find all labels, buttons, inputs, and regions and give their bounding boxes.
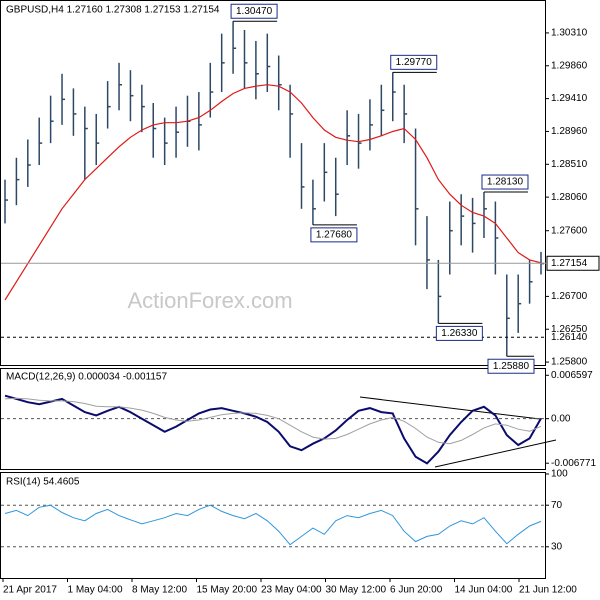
y-tick-label: -0.006771	[551, 458, 596, 469]
annotation-label: 1.26330	[441, 328, 478, 339]
y-tick-label: 1.28060	[551, 192, 588, 203]
x-tick-label: 1 May 04:00	[68, 585, 123, 596]
y-tick-label: 100	[551, 469, 568, 480]
y-tick-label: 1.29860	[551, 60, 588, 71]
y-tick-label: 1.28510	[551, 159, 588, 170]
annotation-box	[310, 227, 358, 243]
annotation-label: 1.27680	[316, 230, 353, 241]
x-tick-label: 6 Jun 20:00	[390, 585, 443, 596]
series-line	[4, 394, 542, 465]
x-tick-label: 21 Jun 12:00	[519, 585, 577, 596]
y-tick-label: 1.26250	[551, 324, 588, 335]
annotation-box	[481, 174, 529, 190]
current-price-box	[546, 255, 600, 271]
annotation-box	[230, 3, 278, 19]
annotation-label: 1.29770	[396, 57, 433, 68]
y-tick-label: 1.26700	[551, 291, 588, 302]
y-tick-label: 1.29410	[551, 93, 588, 104]
x-tick-label: 21 Apr 2017	[3, 585, 57, 596]
macd-title: MACD(12,26,9) 0.000034 -0.001157	[6, 372, 167, 383]
annotation-box	[390, 54, 438, 70]
trend-line	[434, 439, 557, 468]
y-tick-label: 70	[551, 500, 563, 511]
trend-line	[359, 396, 541, 420]
rsi-title: RSI(14) 54.4605	[6, 477, 80, 488]
y-tick-label: 0.006597	[551, 370, 593, 381]
level-label: 1.26140	[551, 332, 588, 343]
moving-average	[4, 84, 542, 301]
rsi-panel	[0, 472, 546, 579]
x-tick-label: 8 May 12:00	[132, 585, 187, 596]
chart-title: GBPUSD,H4 1.27160 1.27308 1.27153 1.2715…	[6, 5, 220, 16]
annotation-label: 1.25880	[493, 361, 530, 372]
x-tick-label: 23 May 04:00	[261, 585, 322, 596]
annotation-label: 1.28130	[487, 177, 524, 188]
watermark: ActionForex.com	[127, 288, 292, 313]
x-tick-label: 30 May 12:00	[326, 585, 387, 596]
x-tick-label: 15 May 20:00	[197, 585, 258, 596]
y-tick-label: 1.27600	[551, 225, 588, 236]
macd-panel	[0, 368, 546, 470]
y-tick-label: 1.30310	[551, 28, 588, 39]
y-tick-label: 1.25800	[551, 357, 588, 368]
annotation-label: 1.30470	[236, 6, 273, 17]
x-tick-label: 14 Jun 04:00	[455, 585, 513, 596]
series-line	[4, 397, 542, 445]
current-price-label: 1.27154	[551, 258, 588, 269]
price-panel	[0, 0, 546, 366]
annotation-box	[487, 358, 535, 374]
annotation-box	[435, 325, 483, 341]
y-tick-label: 0.00	[551, 413, 571, 424]
y-tick-label: 30	[551, 541, 563, 552]
y-tick-label: 1.28960	[551, 126, 588, 137]
series-line	[4, 504, 542, 546]
